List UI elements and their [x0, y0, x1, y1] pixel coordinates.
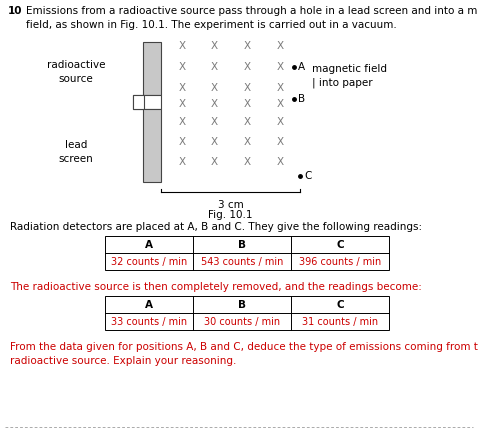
Text: X: X — [276, 117, 283, 127]
Text: X: X — [210, 99, 217, 109]
Text: 30 counts / min: 30 counts / min — [204, 316, 280, 326]
Text: X: X — [178, 99, 185, 109]
Text: X: X — [178, 117, 185, 127]
Text: X: X — [243, 99, 250, 109]
Bar — [133, 95, 161, 109]
Text: X: X — [276, 62, 283, 72]
Text: 543 counts / min: 543 counts / min — [201, 257, 283, 267]
Text: X: X — [276, 41, 283, 51]
Text: The radioactive source is then completely removed, and the readings become:: The radioactive source is then completel… — [10, 282, 422, 292]
Bar — [143, 109, 161, 182]
Text: X: X — [210, 41, 217, 51]
Text: X: X — [210, 62, 217, 72]
Text: X: X — [243, 83, 250, 93]
Bar — [105, 236, 389, 270]
Text: X: X — [276, 137, 283, 147]
Text: X: X — [210, 157, 217, 167]
Text: 396 counts / min: 396 counts / min — [299, 257, 381, 267]
Bar — [143, 42, 161, 95]
Text: X: X — [243, 41, 250, 51]
Text: A: A — [298, 62, 305, 72]
Text: A: A — [145, 300, 153, 310]
Text: X: X — [178, 62, 185, 72]
Text: X: X — [178, 83, 185, 93]
Text: X: X — [178, 41, 185, 51]
Text: X: X — [210, 117, 217, 127]
Text: X: X — [178, 157, 185, 167]
Text: A: A — [145, 240, 153, 249]
Text: magnetic field
| into paper: magnetic field | into paper — [312, 64, 387, 89]
Text: B: B — [238, 300, 246, 310]
Text: X: X — [276, 83, 283, 93]
Bar — [105, 296, 389, 330]
Text: X: X — [210, 83, 217, 93]
Text: 33 counts / min: 33 counts / min — [111, 316, 187, 326]
Text: X: X — [276, 99, 283, 109]
Text: C: C — [304, 171, 311, 181]
Text: X: X — [243, 157, 250, 167]
Text: B: B — [298, 94, 305, 104]
Text: C: C — [336, 240, 344, 249]
Text: From the data given for positions A, B and C, deduce the type of emissions comin: From the data given for positions A, B a… — [10, 342, 478, 366]
Text: C: C — [336, 300, 344, 310]
Bar — [133, 95, 144, 109]
Text: radioactive
source: radioactive source — [47, 60, 105, 84]
Text: X: X — [178, 137, 185, 147]
Text: Radiation detectors are placed at A, B and C. They give the following readings:: Radiation detectors are placed at A, B a… — [10, 222, 422, 232]
Text: 3 cm: 3 cm — [217, 200, 243, 210]
Text: X: X — [243, 137, 250, 147]
Text: X: X — [243, 117, 250, 127]
Text: 31 counts / min: 31 counts / min — [302, 316, 378, 326]
Text: B: B — [238, 240, 246, 249]
Text: 32 counts / min: 32 counts / min — [111, 257, 187, 267]
Text: X: X — [210, 137, 217, 147]
Text: Emissions from a radioactive source pass through a hole in a lead screen and int: Emissions from a radioactive source pass… — [26, 6, 478, 30]
Text: X: X — [276, 157, 283, 167]
Text: X: X — [243, 62, 250, 72]
Text: 10: 10 — [8, 6, 22, 16]
Text: Fig. 10.1: Fig. 10.1 — [208, 210, 253, 220]
Text: lead
screen: lead screen — [59, 140, 93, 164]
